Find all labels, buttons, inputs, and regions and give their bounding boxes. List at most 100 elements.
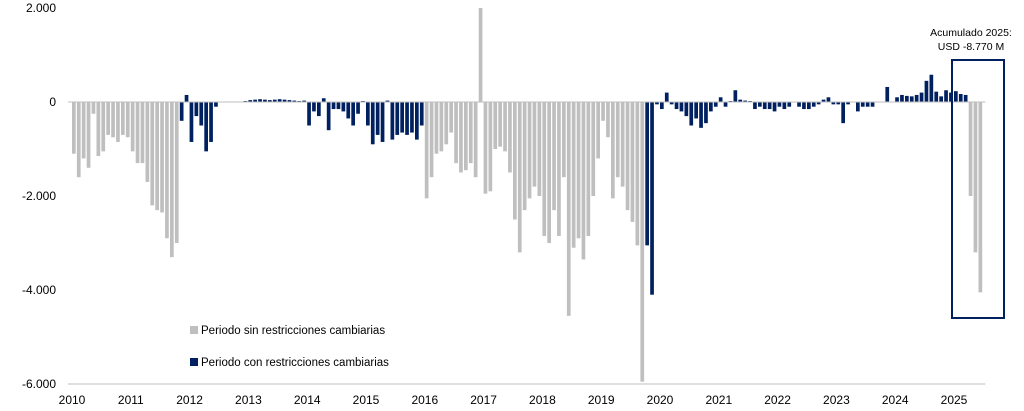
bar-sin bbox=[439, 102, 444, 152]
bar-con bbox=[184, 94, 189, 102]
x-tick-label: 2012 bbox=[176, 393, 203, 407]
bar-sin bbox=[493, 102, 498, 149]
bar-con bbox=[674, 102, 679, 110]
bar-con bbox=[958, 94, 963, 102]
legend-label-sin: Periodo sin restricciones cambiarias bbox=[201, 325, 385, 337]
bar-sin bbox=[449, 102, 453, 133]
bar-con bbox=[900, 94, 904, 102]
bar-con bbox=[949, 92, 953, 102]
bar-sin bbox=[174, 102, 179, 243]
bar-sin bbox=[513, 102, 517, 220]
bar-sin bbox=[86, 102, 91, 168]
bar-con bbox=[831, 102, 836, 105]
bar-sin bbox=[101, 102, 106, 152]
bar-con bbox=[655, 102, 659, 105]
bar-con bbox=[385, 100, 390, 102]
x-tick-label: 2017 bbox=[470, 393, 497, 407]
bar-con bbox=[821, 99, 826, 102]
bar-sin bbox=[170, 102, 174, 258]
bar-con bbox=[709, 102, 713, 112]
bar-sin bbox=[165, 102, 169, 239]
bar-con bbox=[870, 102, 875, 107]
bar-con bbox=[263, 99, 267, 102]
bar-con bbox=[762, 102, 767, 110]
bar-sin bbox=[503, 102, 507, 152]
bar-sin bbox=[596, 102, 600, 159]
bar-sin bbox=[552, 102, 556, 211]
bar-sin bbox=[106, 102, 110, 135]
bar-sin bbox=[498, 102, 502, 147]
bar-con bbox=[738, 99, 743, 102]
bar-con bbox=[704, 102, 708, 124]
bar-con bbox=[380, 102, 385, 142]
annotation-highlight-box bbox=[951, 59, 1005, 319]
bar-con bbox=[415, 102, 419, 140]
bar-con bbox=[841, 102, 845, 124]
bar-con bbox=[370, 102, 375, 145]
bar-sin bbox=[454, 102, 458, 164]
bar-sin bbox=[429, 102, 434, 178]
bar-con bbox=[292, 100, 297, 102]
y-tick-label: 0 bbox=[49, 95, 56, 109]
bar-con bbox=[846, 102, 850, 105]
bar-con bbox=[684, 102, 689, 117]
y-tick-label: -2.000 bbox=[22, 189, 56, 203]
bar-con bbox=[400, 102, 404, 133]
bar-sin bbox=[76, 102, 81, 178]
bar-sin bbox=[532, 102, 537, 187]
bar-con bbox=[699, 102, 703, 128]
bar-sin bbox=[630, 102, 635, 222]
bar-sin bbox=[591, 102, 596, 196]
bar-sin bbox=[542, 102, 547, 236]
y-tick-label: 2.000 bbox=[26, 1, 56, 15]
bar-sin bbox=[91, 102, 96, 114]
bar-con bbox=[860, 102, 865, 107]
y-tick-label: -6.000 bbox=[22, 377, 56, 391]
bar-sin bbox=[96, 102, 101, 157]
bar-con bbox=[405, 102, 409, 135]
bar-con bbox=[718, 97, 723, 102]
bar-con bbox=[919, 92, 924, 102]
bar-con bbox=[856, 102, 860, 112]
annotation-line-2: USD -8.770 M bbox=[938, 41, 1005, 53]
bar-con bbox=[366, 102, 370, 126]
bar-con bbox=[689, 102, 694, 126]
bar-con bbox=[895, 97, 899, 102]
bar-con bbox=[826, 97, 831, 102]
bar-con bbox=[346, 102, 351, 119]
y-tick-label: -4.000 bbox=[22, 283, 56, 297]
bar-con bbox=[787, 102, 792, 107]
x-axis-labels: 2010 2011 2012 2013 2014 2015 2016 2017 2018 2019… bbox=[59, 393, 968, 407]
bar-con bbox=[194, 102, 199, 117]
bar-con bbox=[664, 92, 669, 102]
bar-sin bbox=[537, 102, 542, 196]
x-tick-label: 2014 bbox=[294, 393, 321, 407]
bar-con bbox=[248, 100, 253, 102]
annotation-line-1: Acumulado 2025: bbox=[930, 27, 1012, 39]
bar-sin bbox=[615, 102, 620, 178]
bars-group bbox=[72, 8, 983, 382]
bar-sin bbox=[130, 102, 135, 152]
legend-swatch-con bbox=[190, 358, 198, 366]
bar-con bbox=[326, 102, 331, 131]
x-tick-label: 2024 bbox=[882, 393, 909, 407]
bar-sin bbox=[625, 102, 630, 211]
bar-con bbox=[287, 100, 292, 102]
bar-sin bbox=[635, 102, 640, 246]
bar-con bbox=[645, 102, 649, 246]
bar-con bbox=[865, 102, 870, 107]
bar-con bbox=[939, 96, 943, 102]
x-tick-label: 2015 bbox=[353, 393, 380, 407]
bar-con bbox=[189, 102, 194, 142]
x-tick-label: 2020 bbox=[647, 393, 674, 407]
x-tick-label: 2022 bbox=[764, 393, 791, 407]
bar-sin bbox=[547, 102, 551, 243]
bar-sin bbox=[978, 102, 983, 293]
bar-sin bbox=[620, 102, 625, 187]
x-tick-label: 2021 bbox=[705, 393, 732, 407]
bar-con bbox=[924, 80, 929, 102]
bar-con bbox=[811, 102, 816, 107]
x-tick-label: 2023 bbox=[823, 393, 850, 407]
bar-con bbox=[743, 100, 747, 102]
